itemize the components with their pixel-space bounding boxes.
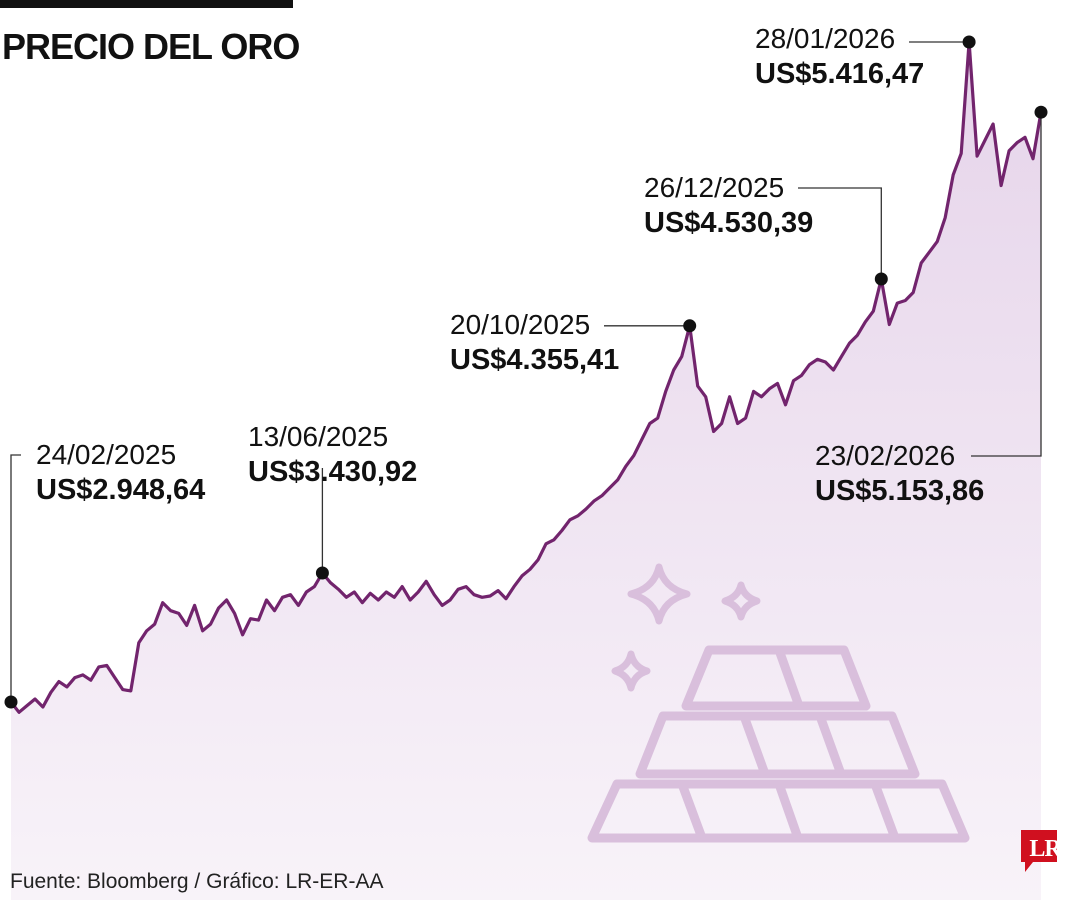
title-accent-bar — [0, 0, 293, 8]
annotation-value: US$4.355,41 — [450, 344, 619, 376]
annotation-markers — [4, 35, 1048, 709]
annotation-marker — [315, 566, 329, 580]
annotation-date: 28/01/2026 — [755, 23, 895, 54]
annotation-value: US$4.530,39 — [644, 207, 813, 239]
price-line — [9, 40, 1043, 714]
gold-bars-icon — [587, 645, 970, 843]
logo-text: LR — [1029, 836, 1061, 862]
annotation-date: 20/10/2025 — [450, 309, 590, 340]
price-area-fill — [11, 42, 1041, 900]
annotation-date: 26/12/2025 — [644, 172, 784, 203]
annotation-marker — [683, 319, 697, 333]
annotation-date: 13/06/2025 — [248, 421, 388, 452]
annotation-leader — [10, 454, 21, 702]
lr-logo: LR — [1021, 830, 1069, 874]
logo-badge-icon — [1021, 830, 1057, 872]
annotation-marker — [874, 272, 888, 286]
annotation-marker — [1034, 105, 1048, 119]
source-note: Fuente: Bloomberg / Gráfico: LR-ER-AA — [10, 870, 384, 893]
annotation-value: US$5.153,86 — [815, 475, 984, 507]
chart-title: PRECIO DEL ORO — [2, 26, 300, 67]
annotation-value: US$3.430,92 — [248, 456, 417, 488]
annotation-date: 24/02/2025 — [36, 439, 176, 470]
annotation-date: 23/02/2026 — [815, 440, 955, 471]
annotation-leader — [971, 112, 1042, 457]
annotation-marker — [4, 695, 18, 709]
annotation-value: US$2.948,64 — [36, 474, 205, 506]
annotation-leader — [798, 187, 882, 279]
annotation-leaders — [10, 41, 1042, 702]
annotation-labels: 24/02/2025 US$2.948,64 13/06/2025 US$3.430,… — [36, 23, 984, 507]
annotation-marker — [962, 35, 976, 49]
annotation-value: US$5.416,47 — [755, 58, 924, 90]
sparkle-icons — [611, 563, 761, 692]
